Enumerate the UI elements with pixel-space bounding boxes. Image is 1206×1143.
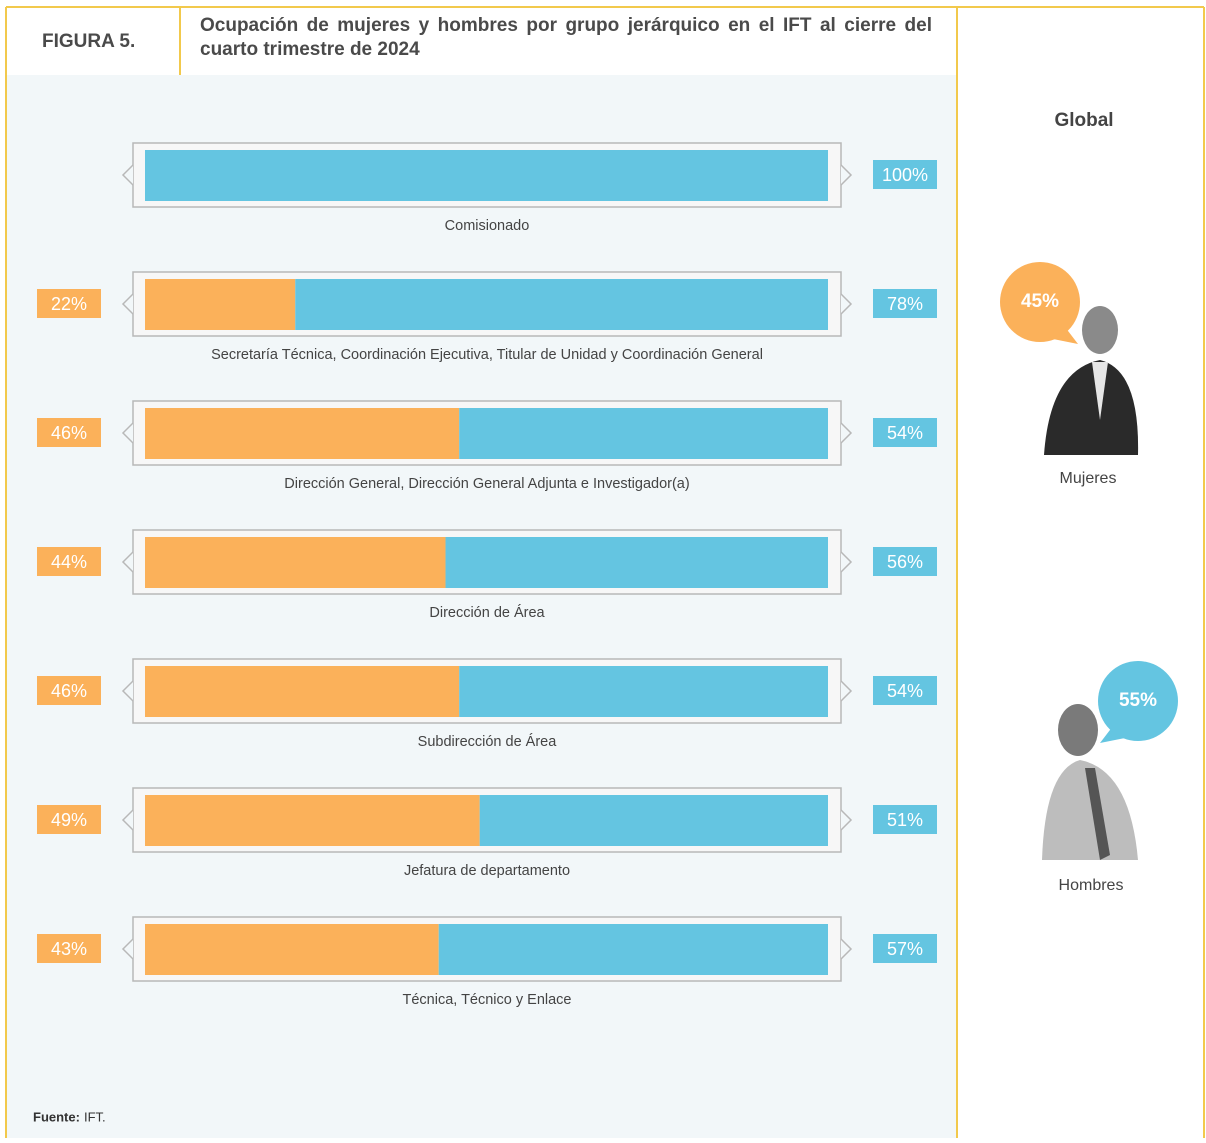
bar-segment xyxy=(459,408,828,459)
value-label: 54% xyxy=(887,423,923,443)
bar-segment xyxy=(145,666,459,717)
category-label: Técnica, Técnico y Enlace xyxy=(403,992,572,1008)
category-label: Dirección de Área xyxy=(429,604,545,621)
category-label: Secretaría Técnica, Coordinación Ejecuti… xyxy=(211,347,763,363)
bar-segment xyxy=(480,795,828,846)
bar-segment xyxy=(446,537,828,588)
source: IFT. xyxy=(84,1109,106,1124)
value-label: 100% xyxy=(882,165,928,185)
category-label: Jefatura de departamento xyxy=(404,863,570,879)
bar-segment xyxy=(145,150,828,201)
value-label: 49% xyxy=(51,810,87,830)
chart-title: Ocupación de mujeres y hombres por grupo… xyxy=(200,14,932,62)
value-label: 22% xyxy=(51,294,87,314)
bar-segment xyxy=(295,279,828,330)
callout-category: Hombres xyxy=(1059,877,1124,894)
value-label: 46% xyxy=(51,681,87,701)
callout-value: 45% xyxy=(1021,291,1059,312)
value-label: 44% xyxy=(51,552,87,572)
value-label: 54% xyxy=(887,681,923,701)
category-label: Comisionado xyxy=(445,218,530,234)
callout-value: 55% xyxy=(1119,690,1157,711)
figure: FIGURA 5. Ocupación de mujeres y hombres… xyxy=(0,0,1206,1138)
value-label: 46% xyxy=(51,423,87,443)
value-label: 51% xyxy=(887,810,923,830)
bar-segment xyxy=(459,666,828,717)
bar-segment xyxy=(145,279,295,330)
value-label: 57% xyxy=(887,939,923,959)
source-label: Fuente: xyxy=(33,1109,80,1124)
bar-segment xyxy=(439,924,828,975)
title-box: Ocupación de mujeres y hombres por grupo… xyxy=(200,14,932,70)
category-label: Dirección General, Dirección General Adj… xyxy=(284,476,689,492)
bar-segment xyxy=(145,795,480,846)
callout-category: Mujeres xyxy=(1060,470,1117,487)
figure-label: FIGURA 5. xyxy=(42,31,135,52)
value-label: 56% xyxy=(887,552,923,572)
bar-segment xyxy=(145,537,446,588)
bar-segment xyxy=(145,924,439,975)
global-title: Global xyxy=(1054,110,1113,131)
value-label: 43% xyxy=(51,939,87,959)
value-label: 78% xyxy=(887,294,923,314)
category-label: Subdirección de Área xyxy=(418,733,558,750)
bar-segment xyxy=(145,408,459,459)
